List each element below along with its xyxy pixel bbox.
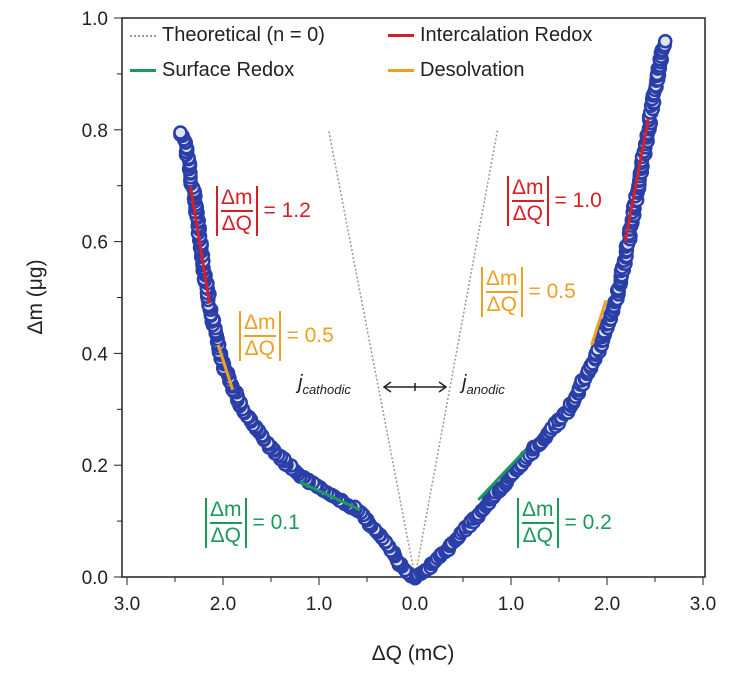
x-tick-label: 1.0	[306, 594, 332, 615]
slope-annotation-surface: Δm ΔQ = 0.2	[517, 498, 612, 548]
slope-annotation-desolvation: Δm ΔQ = 0.5	[239, 311, 334, 361]
y-tick-label: 0.0	[82, 568, 108, 589]
x-tick-label: 3.0	[690, 594, 716, 615]
slope-annotation-intercalation: Δm ΔQ = 1.0	[507, 176, 602, 226]
legend-label: Desolvation	[420, 59, 525, 82]
fraction: Δm ΔQ	[481, 267, 523, 317]
slope-value: = 0.5	[287, 324, 334, 348]
y-tick-label: 0.2	[82, 456, 108, 477]
slope-value: = 0.2	[565, 511, 612, 535]
slope-annotation-desolvation: Δm ΔQ = 0.5	[481, 267, 576, 317]
slope-annotation-intercalation: Δm ΔQ = 1.2	[216, 186, 311, 236]
x-axis-label: ΔQ (mC)	[372, 642, 455, 665]
y-tick-label: 1.0	[82, 9, 108, 30]
slope-value: = 1.0	[555, 189, 602, 213]
legend-intercalation: Intercalation Redox	[388, 24, 592, 47]
data-point	[659, 35, 671, 47]
fraction: Δm ΔQ	[216, 186, 258, 236]
slope-annotation-surface: Δm ΔQ = 0.1	[205, 498, 300, 548]
x-tick-label: 0.0	[402, 594, 428, 615]
x-tick-label: 1.0	[498, 594, 524, 615]
fraction: Δm ΔQ	[239, 311, 281, 361]
legend-surface: Surface Redox	[130, 59, 294, 82]
j-cathodic-label: jcathodic	[298, 372, 351, 397]
j-anodic-label: janodic	[462, 372, 505, 397]
legend-label: Surface Redox	[162, 59, 294, 82]
slope-value: = 0.1	[253, 511, 300, 535]
fraction: Δm ΔQ	[205, 498, 247, 548]
y-tick-label: 0.4	[82, 344, 109, 365]
legend-swatch	[388, 69, 414, 72]
legend-desolvation: Desolvation	[388, 59, 525, 82]
legend-swatch	[130, 69, 156, 72]
legend-swatch	[130, 35, 156, 37]
legend-swatch	[388, 34, 414, 37]
x-tick-label: 2.0	[594, 594, 620, 615]
slope-value: = 0.5	[529, 280, 576, 304]
y-tick-label: 0.8	[82, 121, 108, 142]
legend-label: Theoretical (n = 0)	[162, 24, 325, 47]
x-tick-label: 2.0	[210, 594, 236, 615]
fraction: Δm ΔQ	[507, 176, 549, 226]
slope-value: = 1.2	[264, 199, 311, 223]
y-axis-label: Δm (μg)	[24, 259, 47, 334]
x-tick-label: 3.0	[114, 594, 140, 615]
y-tick-label: 0.6	[82, 233, 108, 254]
legend-theoretical: Theoretical (n = 0)	[130, 24, 325, 47]
data-point	[174, 127, 186, 139]
fraction: Δm ΔQ	[517, 498, 559, 548]
legend-label: Intercalation Redox	[420, 24, 592, 47]
